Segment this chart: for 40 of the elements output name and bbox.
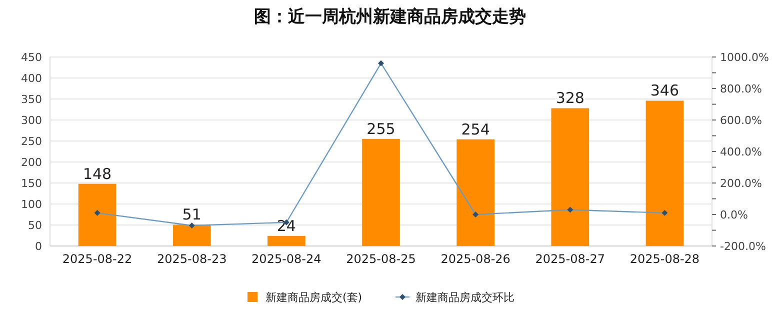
y2-tick-label: 200.0% (720, 176, 762, 190)
x-tick-label: 2025-08-28 (630, 252, 700, 266)
y-tick-label: 300 (21, 114, 42, 127)
y2-tick-label: 800.0% (720, 82, 762, 96)
bar (551, 108, 590, 246)
y2-tick-label: 600.0% (720, 114, 762, 127)
y2-tick-label: 1000.0% (720, 50, 769, 64)
x-tick-label: 2025-08-27 (535, 252, 606, 266)
y-tick-label: 100 (21, 198, 42, 211)
y2-tick-label: 400.0% (720, 145, 762, 158)
data-label: 255 (366, 120, 396, 138)
x-tick-label: 2025-08-24 (252, 252, 322, 266)
data-label: 346 (650, 82, 680, 100)
y-tick-label: 250 (21, 134, 42, 148)
x-tick-label: 2025-08-25 (346, 252, 416, 266)
bar (172, 224, 211, 246)
bar (268, 236, 306, 246)
y-tick-label: 450 (21, 50, 42, 64)
legend-label: 新建商品房成交(套) (266, 290, 362, 304)
x-tick-label: 2025-08-23 (156, 252, 227, 266)
bar (362, 138, 400, 246)
y-tick-label: 350 (21, 92, 42, 106)
y-tick-label: 0 (35, 240, 42, 253)
x-tick-label: 2025-08-22 (62, 252, 132, 266)
data-label: 254 (461, 120, 490, 138)
bar (456, 139, 494, 246)
bar (646, 100, 684, 246)
chart-title: 图：近一周杭州新建商品房成交走势 (254, 7, 526, 27)
y-tick-label: 200 (21, 156, 42, 169)
data-label: 51 (182, 206, 202, 224)
data-label: 148 (82, 164, 112, 183)
legend-label: 新建商品房成交环比 (416, 290, 514, 304)
y-tick-label: 150 (21, 176, 42, 190)
bar (78, 184, 116, 246)
data-label: 328 (556, 89, 584, 108)
y2-tick-label: -200.0% (720, 240, 766, 253)
x-tick-label: 2025-08-26 (440, 252, 510, 266)
y-tick-label: 50 (28, 218, 42, 232)
y2-tick-label: 0.0% (720, 208, 748, 222)
y-tick-label: 400 (21, 72, 42, 85)
